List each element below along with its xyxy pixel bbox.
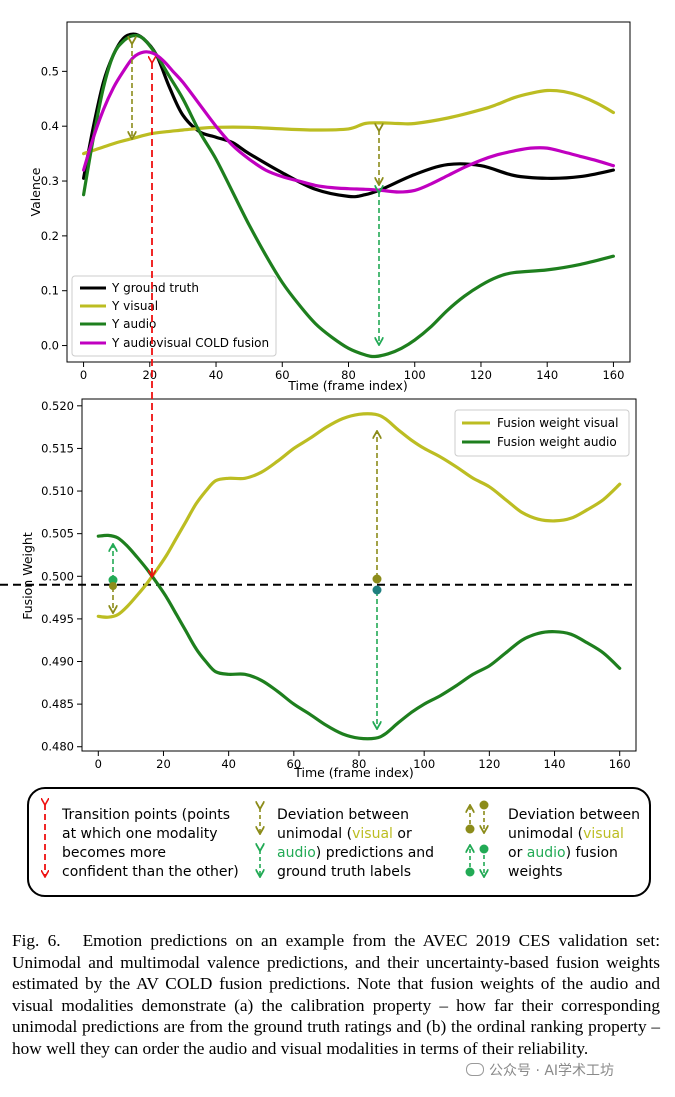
fusion-legend: Fusion weight visual Fusion weight audio: [454, 409, 630, 457]
valence-y-tick-label: 0.4: [41, 119, 59, 133]
fusion-x-tick-label: 0: [95, 757, 102, 771]
valence-x-tick-label: 40: [209, 368, 224, 382]
fusion-x-tick-label: 100: [413, 757, 435, 771]
audio-weight-dot-right: [372, 585, 382, 595]
transition-legend-line-3: becomes more: [62, 845, 166, 861]
valence-x-tick-label: 80: [341, 368, 356, 382]
figure-caption: Fig. 6. Emotion predictions on an example…: [12, 930, 660, 1060]
valence-y-tick-label: 0.3: [41, 174, 59, 188]
valence-y-tick-label: 0.0: [41, 339, 59, 353]
deviation-pred-line-4: ground truth labels: [277, 864, 411, 880]
transition-legend-line-2: at which one modality: [62, 826, 217, 842]
legend-label-fusion-audio: Fusion weight audio: [497, 435, 617, 449]
fusion-y-ticks: 0.480 0.485 0.490 0.495 0.500 0.505 0.510 0.515…: [41, 399, 82, 754]
valence-legend: Y ground truth Y visual Y audio Y audiov…: [71, 275, 277, 357]
deviation-weight-line-2: unimodal (visual: [508, 826, 624, 842]
fusion-x-tick-label: 160: [609, 757, 631, 771]
fusion-y-tick-label: 0.510: [41, 484, 74, 498]
valence-x-tick-label: 100: [404, 368, 426, 382]
valence-x-tick-label: 160: [602, 368, 624, 382]
legend-label-fusion-visual: Fusion weight visual: [497, 416, 618, 430]
transition-legend-line-1: Transition points (points: [61, 807, 230, 823]
valence-x-tick-label: 60: [275, 368, 290, 382]
series-line-y-ground-truth: [82, 32, 615, 199]
watermark: 公众号 · AI学术工坊: [462, 1058, 619, 1082]
visual-weight-dot-left: [109, 582, 117, 590]
series-line-y-audiovisual-cold-fusion: [82, 50, 615, 194]
visual-weight-legend-symbol: [465, 800, 489, 834]
audio-weight-legend-symbol: [465, 845, 489, 877]
series-line-fusion-weight-audio: [96, 533, 622, 741]
legend-label-fusion: Y audiovisual COLD fusion: [111, 336, 269, 350]
fusion-x-tick-label: 80: [352, 757, 367, 771]
fusion-x-tick-label: 140: [544, 757, 566, 771]
figure-canvas: 0.0 0.1 0.2 0.3 0.4 0.5 0 20 40 60 80 100 120 140 160…: [0, 21, 651, 897]
fusion-y-tick-label: 0.515: [41, 441, 74, 455]
legend-label-audio: Y audio: [111, 317, 156, 331]
valence-x-axis-label: Time (frame index): [287, 378, 408, 393]
deviation-pred-line-3: audio) predictions and: [277, 845, 434, 861]
fusion-plot-frame: [81, 398, 637, 752]
fusion-y-tick-label: 0.520: [41, 399, 74, 413]
figure-label: Fig. 6.: [12, 931, 61, 950]
fusion-x-axis-label: Time (frame index): [293, 765, 414, 780]
fusion-y-tick-label: 0.500: [41, 569, 74, 583]
fusion-y-tick-label: 0.485: [41, 697, 74, 711]
visual-weight-dot-right: [372, 574, 382, 584]
wechat-icon: [466, 1063, 484, 1076]
fusion-y-tick-label: 0.505: [41, 527, 74, 541]
valence-y-tick-label: 0.1: [41, 284, 59, 298]
deviation-weight-line-1: Deviation between: [508, 807, 640, 823]
deviation-pred-line-1: Deviation between: [277, 807, 409, 823]
fusion-x-tick-label: 40: [221, 757, 236, 771]
valence-chart: 0.0 0.1 0.2 0.3 0.4 0.5 0 20 40 60 80 100 120 140 160…: [28, 21, 631, 393]
legend-label-visual: Y visual: [111, 299, 158, 313]
legend-label-ground-truth: Y ground truth: [111, 281, 199, 295]
fusion-x-tick-label: 60: [287, 757, 302, 771]
deviation-weight-line-3: or audio) fusion: [508, 845, 618, 861]
annotation-legend-box: Transition points (points at which one m…: [27, 787, 651, 897]
fusion-weight-chart: 0.480 0.485 0.490 0.495 0.500 0.505 0.510 0.515…: [0, 398, 637, 780]
valence-x-tick-label: 120: [470, 368, 492, 382]
fusion-x-tick-label: 20: [156, 757, 171, 771]
valence-x-tick-label: 140: [536, 368, 558, 382]
audio-weight-dot-left: [108, 575, 118, 585]
fusion-series: [96, 412, 622, 741]
watermark-text: 公众号 · AI学术工坊: [489, 1063, 615, 1079]
valence-x-tick-label: 0: [80, 368, 87, 382]
fusion-y-tick-label: 0.490: [41, 655, 74, 669]
fusion-y-axis-label: Fusion Weight: [20, 532, 35, 620]
valence-y-tick-label: 0.2: [41, 229, 59, 243]
valence-series: [82, 32, 615, 359]
fusion-x-tick-label: 120: [478, 757, 500, 771]
transition-legend-line-4: confident than the other): [62, 864, 239, 880]
series-line-y-audio: [82, 33, 615, 359]
valence-y-axis-label: Valence: [28, 167, 43, 216]
series-line-fusion-weight-visual: [96, 412, 622, 619]
valence-y-ticks: 0.0 0.1 0.2 0.3 0.4 0.5: [41, 64, 67, 353]
deviation-weight-line-4: weights: [508, 864, 563, 880]
fusion-y-tick-label: 0.480: [41, 740, 74, 754]
fusion-y-tick-label: 0.495: [41, 612, 74, 626]
fusion-x-ticks: 0 20 40 60 80 100 120 140 160: [95, 751, 631, 771]
valence-y-tick-label: 0.5: [41, 64, 59, 78]
valence-x-tick-label: 20: [142, 368, 157, 382]
caption-text: Emotion predictions on an example from t…: [12, 931, 660, 1058]
deviation-pred-line-2: unimodal (visual or: [277, 826, 412, 842]
